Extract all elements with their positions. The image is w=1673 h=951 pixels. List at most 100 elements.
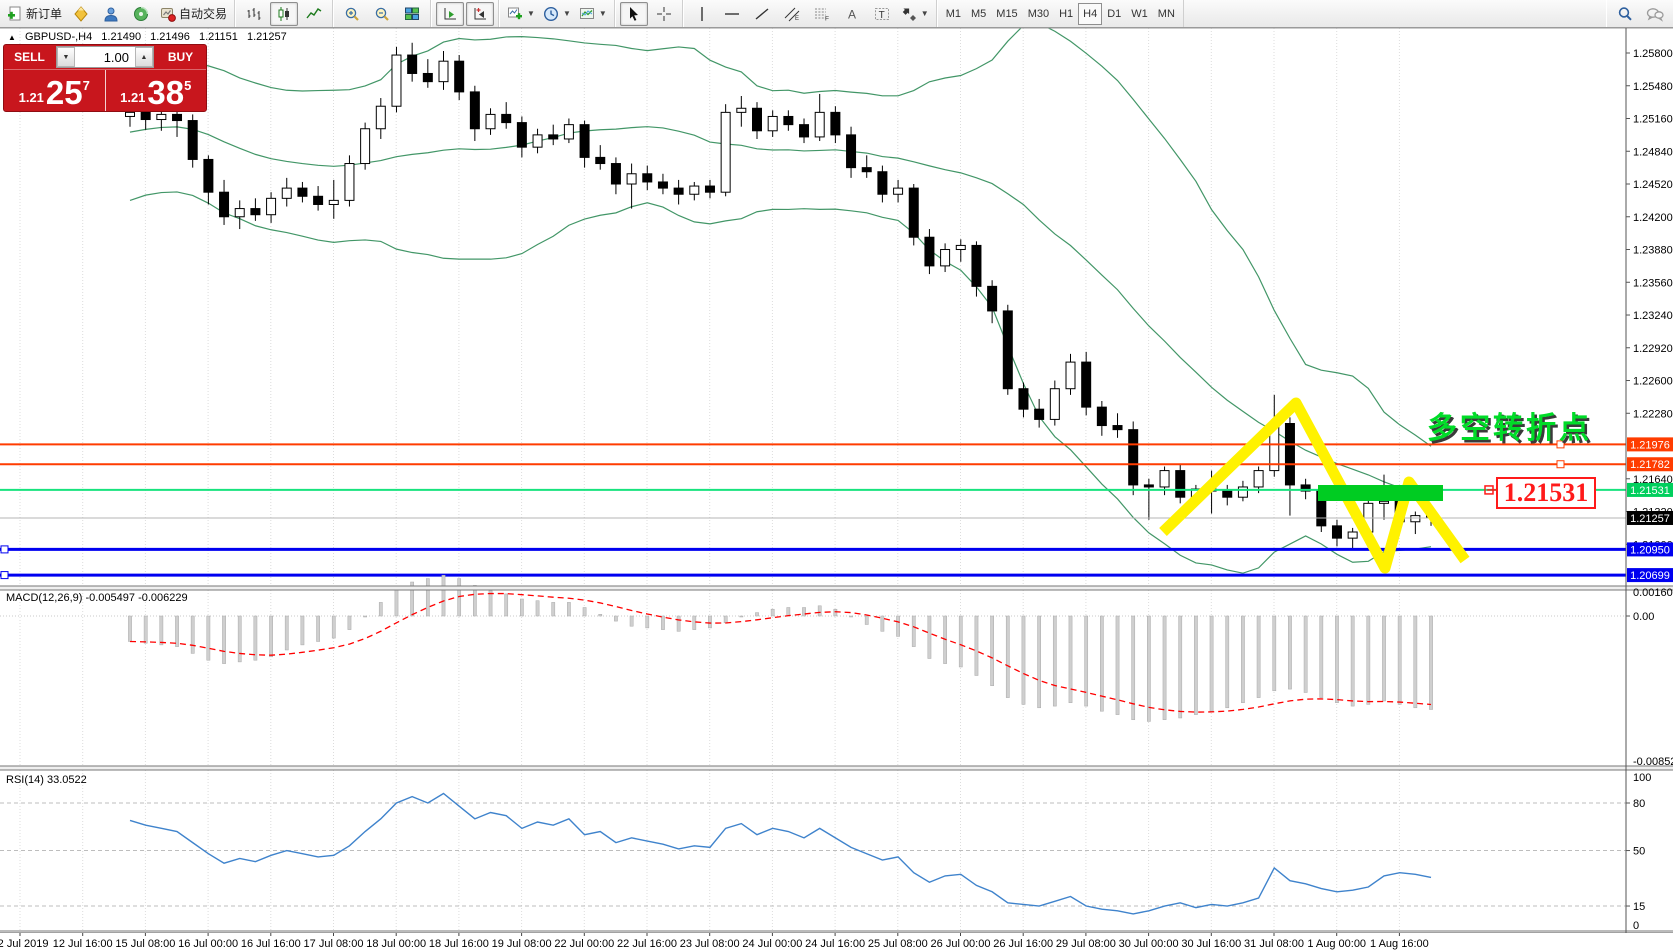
macd-bar (1131, 615, 1136, 720)
new-order-button[interactable]: 新订单 (4, 2, 65, 26)
bar-chart-button[interactable] (240, 2, 268, 26)
macd-axis-min: -0.008522 (1633, 756, 1673, 768)
sell-price[interactable]: 1.21 25 7 (4, 70, 106, 111)
panel-separator[interactable] (0, 766, 1673, 770)
price-tick-label: 1.25160 (1633, 114, 1673, 126)
macd-bar (708, 615, 712, 629)
macd-bar (661, 615, 665, 630)
channel-button[interactable]: E (778, 2, 806, 26)
candle-body (720, 111, 731, 193)
trendline-button[interactable] (748, 2, 776, 26)
label-button[interactable]: T (868, 2, 896, 26)
timeframe-m1[interactable]: M1 (945, 7, 961, 20)
macd-bar (1052, 615, 1057, 707)
candle-body (548, 134, 559, 140)
text-button[interactable]: A (838, 2, 866, 26)
timeframe-d1[interactable]: D1 (1107, 7, 1122, 20)
timeframe-m30[interactable]: M30 (1027, 7, 1050, 20)
macd-bar (128, 615, 132, 642)
macd-bar (159, 615, 164, 646)
templates-button[interactable]: ▼ (576, 2, 610, 26)
zoom-in-button[interactable] (338, 2, 366, 26)
time-tick-label: 12 Jul 16:00 (53, 938, 113, 950)
timeframe-m5[interactable]: M5 (971, 7, 987, 20)
auto-scroll-button[interactable] (436, 1, 465, 26)
candle-body (1065, 361, 1076, 390)
macd-bar (1303, 615, 1308, 693)
macd-bar (269, 615, 273, 658)
timeframe-mn[interactable]: MN (1157, 7, 1175, 20)
candle-body (1002, 310, 1013, 390)
candle-body (360, 128, 371, 165)
lot-decrease-button[interactable]: ▼ (57, 47, 75, 67)
search-button[interactable] (1611, 2, 1639, 26)
history-center-button[interactable] (67, 2, 95, 26)
line-chart-button[interactable] (300, 2, 328, 26)
rsi-axis-0: 0 (1633, 920, 1639, 932)
candle-body (1347, 531, 1358, 539)
candle-body (485, 113, 496, 130)
arrows-button[interactable]: ▼ (898, 2, 932, 26)
lot-value-input[interactable]: 1.00 (103, 49, 129, 65)
collapse-triangle-icon[interactable]: ▲ (8, 33, 16, 42)
zigzag-annotation[interactable] (1159, 397, 1470, 574)
cursor-button[interactable] (619, 1, 648, 26)
candle-body (422, 72, 433, 83)
candle-body (516, 122, 527, 148)
rsi-indicator-label: RSI(14) 33.0522 (6, 774, 87, 786)
timeframe-m15[interactable]: M15 (996, 7, 1018, 20)
timeframe-h4[interactable]: H4 (1078, 2, 1103, 25)
hline-handle[interactable] (0, 571, 9, 580)
macd-bar (880, 615, 885, 632)
new-chart-button[interactable]: ▼ (504, 2, 538, 26)
price-tick-label: 1.22600 (1633, 376, 1673, 388)
candlestick-chart-button[interactable] (270, 1, 299, 26)
candle-body (704, 185, 715, 193)
profiles-button[interactable]: ▼ (540, 2, 574, 26)
navigator-button[interactable] (97, 2, 125, 26)
vertical-line-button[interactable] (688, 2, 716, 26)
macd-bar (974, 615, 979, 676)
macd-bar (488, 590, 493, 617)
timeframe-w1[interactable]: W1 (1131, 7, 1148, 20)
callout-anchor-handle[interactable] (1484, 485, 1494, 495)
macd-bar (990, 615, 994, 686)
timeframe-h1[interactable]: H1 (1059, 7, 1074, 20)
line-chart-icon (306, 7, 322, 18)
autotrading-button[interactable]: 自动交易 (157, 2, 230, 26)
candle-body (595, 156, 606, 165)
highlight-rectangle[interactable] (1318, 485, 1443, 501)
bollinger-lower-band (129, 191, 1432, 574)
price-axis[interactable]: 1.25800 1.25480 1.25160 1.24840 1.24520 1.242… (1625, 28, 1673, 933)
price-tick-label: 1.22920 (1633, 343, 1673, 355)
buy-button[interactable]: BUY (167, 50, 194, 64)
horizontal-line-button[interactable] (718, 2, 746, 26)
macd-axis-zero: 0.00 (1633, 611, 1654, 623)
fibonacci-button[interactable]: F (808, 2, 836, 26)
buy-price[interactable]: 1.21 38 5 (106, 70, 207, 111)
hline-handle[interactable] (1556, 440, 1565, 449)
horizontal-levels[interactable] (0, 440, 1626, 580)
hline-handle[interactable] (0, 545, 9, 554)
panel-separator[interactable] (0, 586, 1673, 590)
hline-handle[interactable] (1556, 460, 1565, 469)
svg-text:E: E (795, 16, 799, 22)
time-tick-label: 16 Jul 00:00 (178, 938, 238, 950)
sell-button[interactable]: SELL (14, 50, 45, 64)
crosshair-button[interactable] (650, 2, 678, 26)
chart-shift-button[interactable] (466, 1, 495, 26)
tile-windows-button[interactable] (398, 2, 426, 26)
text-a-icon: A (848, 7, 856, 21)
equidistant-channel-icon: E (784, 7, 800, 22)
candle-body (752, 107, 762, 132)
signals-button[interactable] (127, 2, 155, 26)
candle-body (1175, 470, 1186, 498)
lot-increase-button[interactable]: ▲ (135, 47, 153, 67)
chat-button[interactable] (1641, 2, 1669, 26)
candle-body (924, 236, 935, 267)
zoom-out-button[interactable] (368, 2, 396, 26)
callout-box[interactable] (1496, 477, 1596, 509)
candle-body (1049, 388, 1060, 420)
